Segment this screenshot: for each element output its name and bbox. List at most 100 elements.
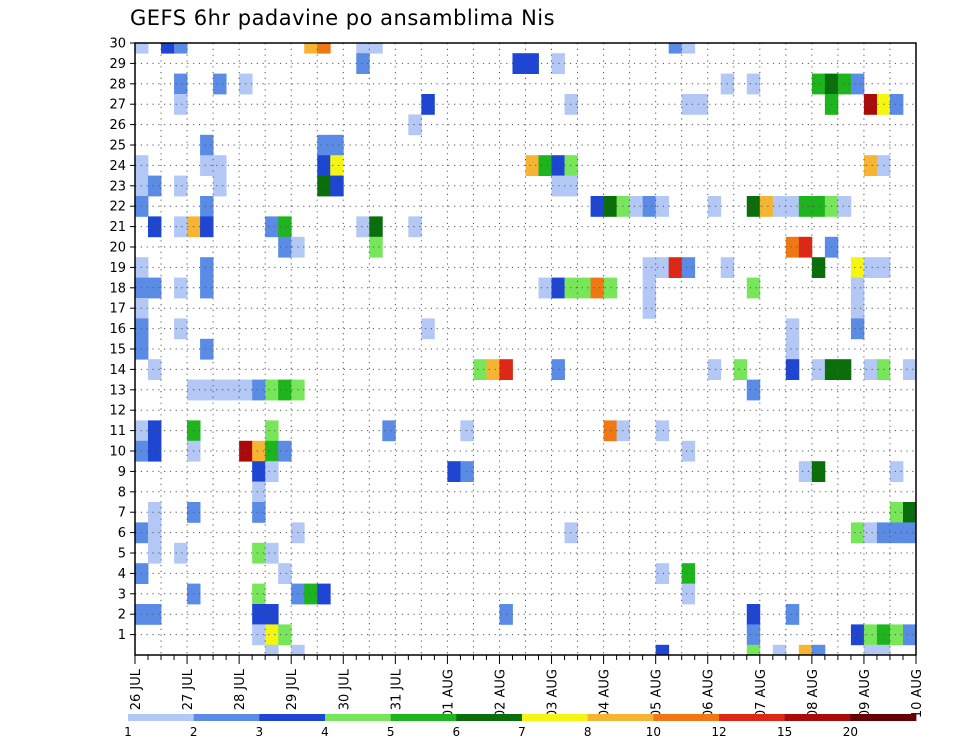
colorbar-label: 4	[321, 725, 329, 739]
heatmap-cell	[265, 644, 279, 656]
colorbar-swatch	[456, 714, 523, 721]
heatmap-cell	[200, 379, 214, 401]
heatmap-cell	[369, 216, 383, 238]
y-tick-label: 22	[109, 200, 126, 215]
y-tick-label: 5	[118, 547, 126, 562]
heatmap-cell	[252, 502, 266, 523]
y-tick-label: 28	[109, 77, 126, 92]
heatmap-cell	[252, 583, 266, 605]
y-tick-label: 9	[118, 465, 126, 480]
heatmap-cell	[330, 134, 344, 156]
heatmap-cell	[798, 461, 813, 482]
heatmap-cell	[746, 196, 761, 217]
heatmap-cell	[252, 604, 266, 625]
heatmap-cell	[681, 440, 696, 462]
heatmap-cell	[174, 542, 188, 564]
heatmap-cell	[889, 624, 904, 646]
heatmap-cell	[902, 624, 917, 646]
heatmap-cell	[850, 298, 865, 319]
y-tick-label: 29	[109, 57, 126, 72]
y-tick-label: 21	[109, 220, 126, 235]
heatmap-cell	[681, 583, 696, 605]
heatmap-cell	[525, 155, 539, 176]
heatmap-cell	[148, 359, 162, 380]
colorbar-label: 1	[124, 725, 132, 739]
y-tick-label: 2	[118, 608, 126, 623]
y-tick-label: 30	[109, 37, 126, 52]
colorbar-label: 3	[256, 725, 264, 739]
heatmap-cell	[707, 359, 722, 380]
y-tick-label: 11	[109, 424, 126, 439]
y-tick-label: 8	[118, 485, 126, 500]
y-tick-label: 20	[109, 241, 126, 256]
heatmap-cell	[499, 604, 513, 625]
colorbar-label: 7	[518, 725, 526, 739]
heatmap-cell	[317, 43, 331, 54]
heatmap-cell	[538, 155, 552, 176]
colorbar-label: 2	[190, 725, 198, 739]
heatmap-cell	[564, 277, 578, 299]
heatmap-cell	[590, 277, 604, 299]
y-tick-label: 14	[109, 363, 126, 378]
heatmap-cell	[317, 155, 331, 176]
heatmap-cell	[837, 196, 852, 217]
heatmap-cell	[681, 563, 696, 584]
colorbar-swatch	[128, 714, 195, 721]
colorbar-swatch	[522, 714, 589, 721]
heatmap-cell	[655, 644, 670, 656]
heatmap-cell	[265, 604, 279, 625]
y-tick-label: 12	[109, 404, 126, 419]
x-tick-label: 26 JUL	[129, 668, 144, 710]
y-tick-label: 6	[118, 526, 126, 541]
heatmap-cell	[811, 359, 826, 380]
heatmap-cell	[330, 175, 344, 197]
heatmap-cell	[174, 94, 188, 115]
heatmap-cell	[746, 379, 761, 401]
heatmap-cell	[148, 277, 162, 299]
y-tick-label: 16	[109, 322, 126, 337]
heatmap-cell	[369, 236, 383, 258]
heatmap-cell	[317, 134, 331, 156]
y-tick-label: 18	[109, 281, 126, 296]
heatmap-cell	[174, 216, 188, 238]
heatmap-cell	[785, 236, 800, 258]
heatmap-cell	[148, 216, 162, 238]
heatmap-cell	[551, 359, 565, 380]
heatmap-cell	[161, 43, 175, 54]
heatmap-cell	[785, 604, 800, 625]
colorbar-legend: 1 2 3 4 5 6 7 8 10 12 15 20	[124, 714, 917, 739]
heatmap-cell	[174, 175, 188, 197]
heatmap-cell	[421, 94, 435, 115]
heatmap-cell	[174, 318, 188, 340]
heatmap-cell	[252, 440, 266, 462]
heatmap-cell	[148, 502, 162, 523]
x-tick-label: 07 AUG	[754, 669, 769, 718]
x-tick-label: 28 JUL	[233, 668, 248, 710]
colorbar-label: 20	[843, 725, 858, 739]
heatmap-cell	[317, 175, 331, 197]
heatmap-cell	[148, 542, 162, 564]
heatmap-cell	[278, 216, 292, 238]
heatmap-cell	[746, 624, 761, 646]
heatmap-cell	[551, 175, 565, 197]
heatmap-cell	[265, 420, 279, 442]
heatmap-cell	[889, 502, 904, 523]
heatmap-cell	[213, 155, 227, 176]
colorbar-label: 10	[646, 725, 661, 739]
heatmap-cell	[148, 522, 162, 544]
x-tick-label: 03 AUG	[546, 669, 561, 718]
heatmap-cell	[863, 257, 878, 278]
heatmap-cell	[421, 318, 435, 340]
heatmap-cell	[746, 604, 761, 625]
x-tick-label: 31 JUL	[389, 668, 404, 710]
heatmap-cell	[577, 277, 591, 299]
colorbar-swatch	[193, 714, 260, 721]
heatmap-cell	[837, 73, 852, 95]
heatmap-cell	[148, 440, 162, 462]
x-tick-label: 09 AUG	[858, 669, 873, 718]
heatmap-cell	[681, 257, 696, 278]
heatmap-cell	[642, 277, 657, 299]
heatmap-cell	[772, 644, 787, 656]
y-tick-label: 10	[109, 445, 126, 460]
heatmap-cell	[642, 196, 657, 217]
